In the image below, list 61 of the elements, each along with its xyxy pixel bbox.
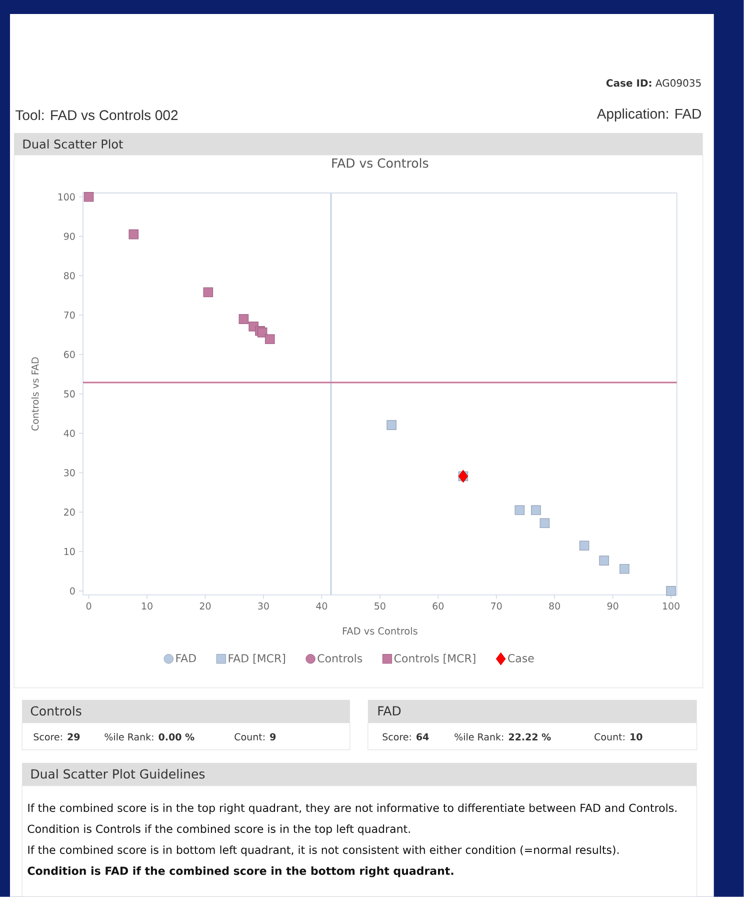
text: Condition is FAD if the combined score in the bottom right quadrant.	[28, 866, 454, 878]
text: FAD	[378, 706, 401, 716]
text: Tool: FAD vs Controls 002	[16, 110, 178, 120]
point	[540, 518, 550, 528]
text: Score: 29	[34, 733, 80, 740]
y-tick-label: 30	[64, 469, 75, 476]
text: Application: FAD	[596, 108, 702, 122]
y-tick-label: 60	[64, 350, 75, 358]
text: Case ID: AG09035	[606, 79, 701, 87]
text: Count: 9	[234, 733, 276, 740]
x-tick-label: 60	[432, 602, 444, 610]
x-tick-label: 100	[663, 602, 680, 610]
point	[257, 328, 268, 338]
text: If the combined score is in bottom left quadrant, it is not consistent with either condition (=normal results).	[28, 845, 619, 856]
text: If the combined score is in the top right quadrant, they are not informative to differentiate between FAD and Controls.	[28, 803, 676, 814]
point	[514, 505, 525, 516]
x-tick-label: 0	[86, 602, 92, 610]
text: Condition is Controls if the combined score is in the top left quadrant.	[28, 824, 410, 836]
point	[666, 586, 676, 596]
chart-title: FAD vs Controls	[332, 158, 428, 168]
text: %ile Rank: 0.00 %	[104, 733, 194, 741]
x-tick-label: 50	[374, 602, 386, 610]
point	[620, 564, 630, 574]
legend-label: Case	[508, 654, 534, 662]
point	[531, 505, 541, 516]
x-tick-label: 10	[142, 602, 153, 610]
y-tick-label: 0	[70, 587, 75, 595]
point	[599, 556, 610, 566]
point	[265, 334, 275, 344]
point	[238, 314, 249, 324]
x-tick-label: 70	[491, 602, 502, 610]
legend-label: Controls	[318, 654, 362, 662]
text: Count: 10	[594, 733, 642, 740]
legend-label: FAD	[176, 654, 196, 662]
x-tick-label: 40	[316, 602, 328, 610]
y-tick-label: 70	[64, 312, 75, 319]
point	[84, 192, 94, 202]
legend-label: FAD [MCR]	[228, 654, 286, 664]
point	[203, 287, 214, 298]
text: Score: 64	[382, 733, 429, 740]
x-tick-label: 30	[258, 602, 269, 610]
x-tick-label: 80	[549, 602, 560, 610]
x-tick-label: 20	[200, 602, 211, 610]
y-tick-label: 40	[64, 430, 75, 437]
text: Dual Scatter Plot Guidelines	[31, 768, 205, 779]
y-tick-label: 10	[64, 548, 75, 556]
point	[128, 229, 139, 240]
legend-label: Controls [MCR]	[394, 654, 476, 664]
point	[386, 420, 397, 430]
x-tick-label: 90	[607, 602, 618, 610]
x-axis-title: FAD vs Controls	[343, 627, 418, 635]
y-tick-label: 80	[64, 272, 75, 280]
text: %ile Rank: 22.22 %	[454, 733, 551, 741]
text: Controls	[30, 706, 82, 716]
y-axis-title: Controls vs FAD	[31, 357, 39, 431]
text: Dual Scatter Plot	[23, 139, 124, 149]
y-tick-label: 90	[64, 232, 75, 240]
y-tick-label: 100	[58, 193, 75, 200]
point	[579, 540, 590, 551]
y-tick-label: 50	[64, 390, 75, 398]
y-tick-label: 20	[64, 508, 75, 516]
